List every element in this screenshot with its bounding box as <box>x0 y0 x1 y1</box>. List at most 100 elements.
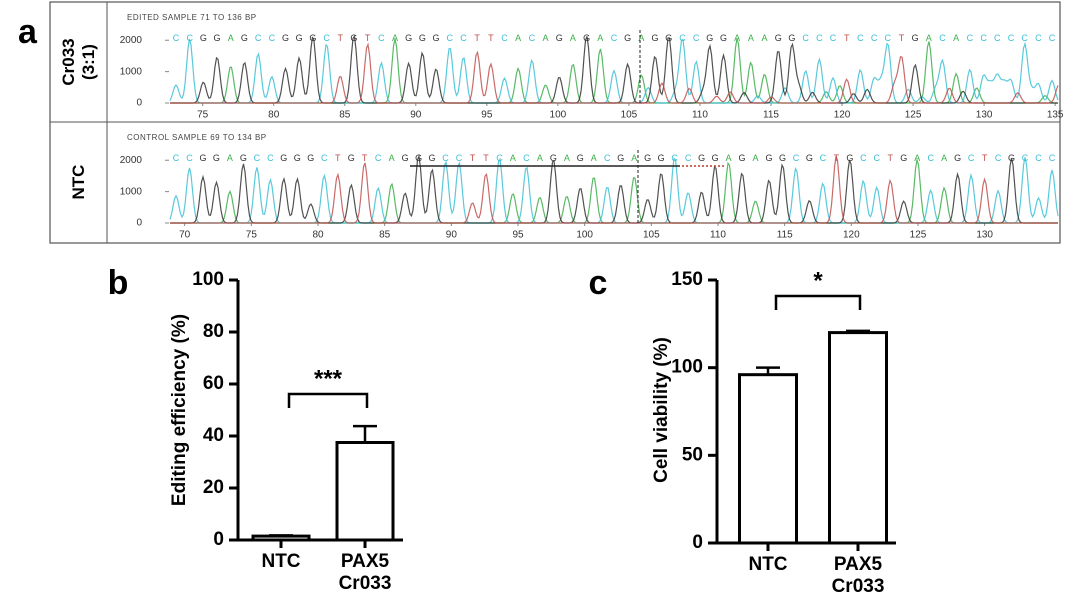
base-call: C <box>523 153 530 163</box>
base-call: G <box>294 153 301 163</box>
base-call: A <box>591 153 597 163</box>
bar <box>335 441 395 542</box>
base-call: A <box>515 33 521 43</box>
base-call: G <box>954 153 961 163</box>
x-tick-label: 130 <box>976 230 993 241</box>
base-call: C <box>874 153 881 163</box>
x-tick-label: 75 <box>246 230 258 241</box>
base-call: T <box>483 153 489 163</box>
base-call: A <box>510 153 516 163</box>
y-tick-label: 2000 <box>120 35 143 46</box>
base-call: C <box>671 153 678 163</box>
base-call: A <box>748 33 754 43</box>
x-tick-label: 90 <box>446 230 458 241</box>
base-call: T <box>888 153 894 163</box>
base-call: G <box>765 153 772 163</box>
base-call: G <box>213 153 220 163</box>
base-call: C <box>604 153 611 163</box>
base-call: G <box>846 153 853 163</box>
significance-bracket <box>774 294 862 310</box>
x-tick-label: 85 <box>339 110 351 121</box>
base-call: C <box>254 153 261 163</box>
base-call: C <box>375 153 382 163</box>
base-call: C <box>830 33 837 43</box>
x-tick-label: 105 <box>643 230 660 241</box>
x-tick-label: 120 <box>834 110 851 121</box>
base-call: C <box>885 33 892 43</box>
base-call: C <box>460 33 467 43</box>
base-call: G <box>240 153 247 163</box>
y-tick-label: 1000 <box>120 186 143 197</box>
x-tick-label: 125 <box>910 230 927 241</box>
trace <box>170 153 1058 224</box>
base-call: C <box>321 153 328 163</box>
base-call: G <box>433 33 440 43</box>
y-tick-label: 150 <box>671 269 703 290</box>
base-call: T <box>488 33 494 43</box>
base-call: A <box>926 33 932 43</box>
row-label: Cr033 (3:1) <box>59 38 98 86</box>
x-tick-label: PAX5 Cr033 <box>831 554 885 597</box>
x-tick-label: 115 <box>763 110 779 121</box>
base-call: C <box>173 153 180 163</box>
base-call: T <box>470 153 476 163</box>
bar <box>251 534 311 542</box>
significance-label: * <box>813 267 823 294</box>
y-tick-label: 2000 <box>120 155 143 166</box>
y-tick-label: 0 <box>136 218 142 229</box>
base-call: C <box>995 153 1002 163</box>
row-title: CONTROL SAMPLE 69 TO 134 BP <box>127 133 267 142</box>
base-call: C <box>501 33 508 43</box>
base-call: A <box>392 33 398 43</box>
x-tick-label: 110 <box>692 110 708 121</box>
base-call: C <box>816 33 823 43</box>
base-call: C <box>820 153 827 163</box>
base-call: G <box>556 33 563 43</box>
base-call: G <box>900 153 907 163</box>
base-call: G <box>280 153 287 163</box>
base-call: C <box>927 153 934 163</box>
x-tick-label: NTC <box>748 554 788 575</box>
base-call: G <box>296 33 303 43</box>
base-call: T <box>338 33 344 43</box>
base-call: G <box>644 153 651 163</box>
base-call: A <box>941 153 947 163</box>
base-call: C <box>173 33 180 43</box>
base-call: C <box>496 153 503 163</box>
base-call: C <box>857 33 864 43</box>
base-call: C <box>980 33 987 43</box>
base-call: C <box>447 33 454 43</box>
y-tick-label: 60 <box>203 373 224 394</box>
base-call: C <box>323 33 330 43</box>
base-call: G <box>307 153 314 163</box>
x-tick-label: 100 <box>550 110 567 121</box>
row-label: NTC <box>69 164 89 200</box>
bar <box>828 331 888 545</box>
base-call: G <box>214 33 221 43</box>
base-call: C <box>860 153 867 163</box>
base-call: G <box>419 33 426 43</box>
x-tick-label: 105 <box>621 110 638 121</box>
base-call: C <box>186 153 193 163</box>
base-call: T <box>899 33 905 43</box>
base-call: C <box>1035 153 1042 163</box>
trace <box>170 42 1059 104</box>
x-tick-label: 130 <box>976 110 993 121</box>
base-call: G <box>405 33 412 43</box>
base-call: A <box>726 153 732 163</box>
base-call: C <box>1035 33 1042 43</box>
significance-bracket <box>287 392 369 408</box>
base-call: G <box>350 33 357 43</box>
base-call: C <box>186 33 193 43</box>
base-call: G <box>617 153 624 163</box>
y-tick-label: 0 <box>136 98 142 109</box>
base-call: C <box>1049 153 1056 163</box>
base-call: C <box>611 33 618 43</box>
base-call: C <box>685 153 692 163</box>
x-tick-label: PAX5 Cr033 <box>338 551 392 594</box>
base-call: C <box>968 153 975 163</box>
base-call: C <box>693 33 700 43</box>
base-call: C <box>1021 33 1028 43</box>
